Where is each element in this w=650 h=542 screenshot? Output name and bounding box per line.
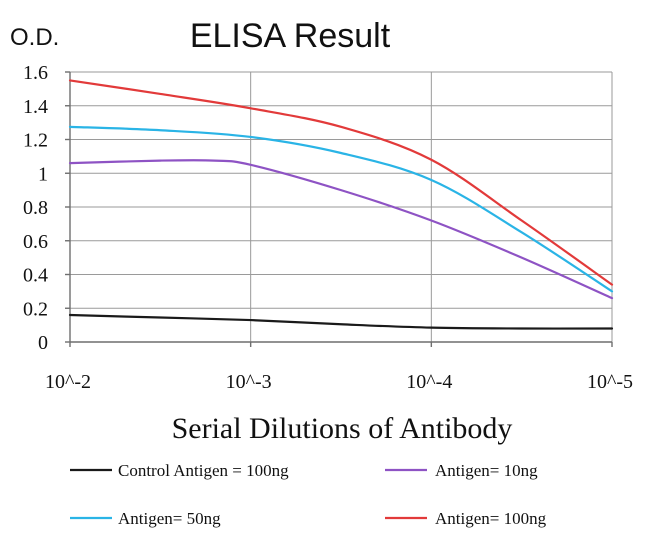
x-tick-label: 10^-5 [587,371,633,393]
axes [65,71,613,347]
series-line-1 [68,159,614,300]
y-tick-label: 1.6 [23,62,48,84]
grid-lines [70,71,613,342]
y-tick-label: 1.4 [23,96,48,118]
legend-label: Control Antigen = 100ng [118,461,289,480]
legend-label: Antigen= 100ng [435,509,547,528]
x-tick-label: 10^-4 [406,371,452,393]
series-line-2 [68,125,614,293]
x-tick-label: 10^-2 [45,371,91,393]
series-lines [68,79,614,330]
x-tick-labels: 10^-2 10^-3 10^-4 10^-5 [45,371,633,393]
y-tick-label: 0.6 [23,231,48,253]
y-tick-labels: 0 0.2 0.4 0.6 0.8 1 1.2 1.4 1.6 [23,62,48,354]
y-tick-label: 0 [38,332,48,354]
y-tick-label: 0.8 [23,197,48,219]
legend: Control Antigen = 100ng Antigen= 10ng Anti… [70,461,547,528]
legend-label: Antigen= 50ng [118,509,221,528]
legend-label: Antigen= 10ng [435,461,538,480]
series-line-3 [68,79,614,286]
y-tick-label: 0.2 [23,298,48,320]
series-line-0 [68,313,614,330]
y-tick-label: 1.2 [23,130,48,152]
y-tick-label: 0.4 [23,265,48,287]
x-axis-label: Serial Dilutions of Antibody [172,412,513,445]
y-tick-label: 1 [38,163,48,185]
x-tick-label: 10^-3 [226,371,272,393]
y-axis-label: O.D. [10,24,59,51]
chart-title: ELISA Result [190,17,391,55]
